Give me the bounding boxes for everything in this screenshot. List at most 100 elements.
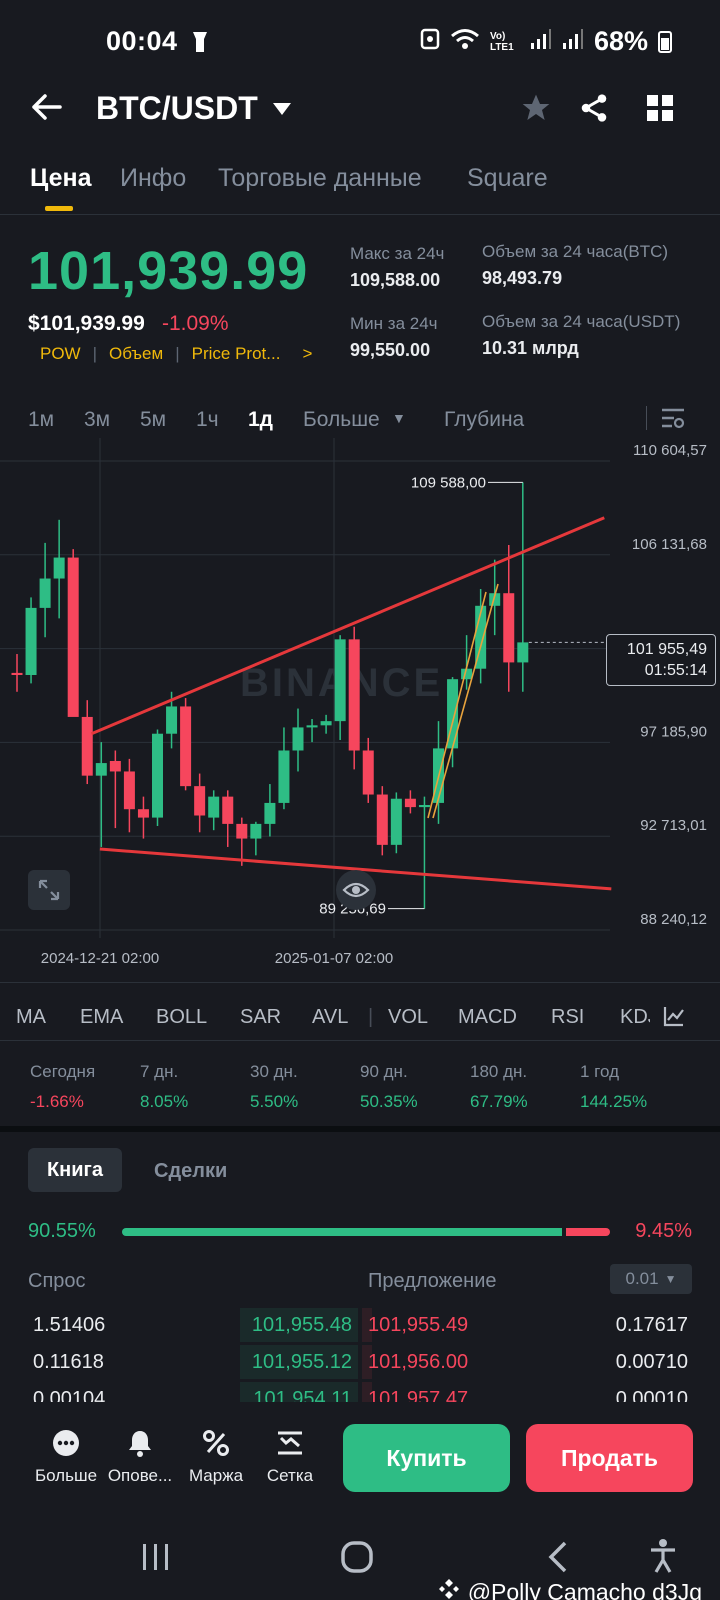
bid-price[interactable]: 101,955.48 (251, 1314, 352, 1336)
trendline-lower (99, 847, 612, 891)
user-watermark: @Polly Camacho d3Jg (438, 1578, 702, 1600)
ind-ma[interactable]: MA (16, 1006, 46, 1028)
star-icon[interactable] (520, 92, 552, 129)
chevron-right-icon[interactable]: > (302, 344, 313, 363)
tag-price-protection[interactable]: Price Prot... (191, 344, 281, 363)
price-step-value: 0.01 (625, 1269, 659, 1288)
x-axis-label: 2024-12-21 02:00 (41, 950, 159, 967)
chevron-down-icon[interactable]: ▼ (392, 410, 406, 426)
perf-label: 1 год (580, 1062, 620, 1081)
grid-bot-icon (250, 1426, 330, 1460)
grid-layout-icon[interactable] (646, 94, 674, 127)
tag-volume[interactable]: Объем (109, 344, 164, 363)
network-label: Vo) LTE1 (489, 30, 514, 53)
tf-1d[interactable]: 1д (248, 408, 274, 431)
ind-ema[interactable]: EMA (80, 1006, 124, 1028)
candle-body (404, 798, 416, 808)
ind-macd[interactable]: MACD (458, 1006, 517, 1028)
candle-body (292, 727, 304, 751)
bid-qty: 1.51406 (33, 1314, 106, 1336)
eye-icon[interactable] (336, 870, 376, 910)
tf-more[interactable]: Больше (303, 408, 380, 431)
chart-settings-icon[interactable] (660, 406, 686, 435)
candle-body (264, 802, 276, 824)
tab-price[interactable]: Цена (30, 164, 92, 192)
candle-body (517, 642, 529, 663)
vol-usdt-value: 10.31 млрд (482, 338, 579, 358)
tf-3m[interactable]: 3м (84, 408, 111, 431)
ind-vol[interactable]: VOL (388, 1006, 429, 1028)
candle-body (222, 796, 234, 824)
tab-trading-data[interactable]: Торговые данные (218, 164, 422, 192)
usd-price: $101,939.99 (28, 312, 145, 335)
tf-1h[interactable]: 1ч (196, 408, 219, 431)
margin-button[interactable]: Маржа (176, 1426, 256, 1486)
perf-value: 5.50% (250, 1092, 299, 1111)
share-icon[interactable] (578, 92, 610, 129)
tf-1m[interactable]: 1м (28, 408, 55, 431)
back-arrow-icon[interactable] (30, 92, 62, 127)
buy-button[interactable]: Купить (343, 1424, 510, 1492)
more-label: Больше (34, 1466, 98, 1485)
price-step-select[interactable]: 0.01 ▼ (610, 1264, 692, 1294)
price-change: -1.09% (162, 312, 229, 335)
ask-price[interactable]: 101,956.00 (368, 1351, 469, 1373)
candle-body (503, 593, 515, 663)
watermark-text: @Polly Camacho d3Jg (467, 1578, 702, 1600)
chart-bottom-divider (0, 982, 720, 983)
candle-body (95, 763, 107, 776)
indicator-divider (0, 1040, 720, 1041)
candle-body (447, 679, 459, 749)
tag-pow[interactable]: POW (40, 344, 81, 363)
bid-price[interactable]: 101,955.12 (251, 1351, 352, 1373)
more-button[interactable]: Больше (26, 1426, 106, 1486)
flashlight-icon (190, 30, 210, 59)
tab-info[interactable]: Инфо (120, 164, 187, 192)
candle-body (278, 750, 290, 803)
candle-body (306, 725, 318, 728)
perf-label: 7 дн. (140, 1062, 179, 1081)
y-axis-label: 106 131,68 (632, 536, 707, 553)
order-book-row[interactable]: 0.11618 101,955.12 101,956.00 0.00710 (0, 1343, 720, 1380)
home-icon[interactable] (340, 1540, 374, 1579)
tf-depth[interactable]: Глубина (444, 408, 525, 431)
back-nav-icon[interactable] (548, 1540, 568, 1579)
alerts-label: Опове... (107, 1466, 173, 1485)
sell-button[interactable]: Продать (526, 1424, 693, 1492)
candle-body (109, 760, 121, 772)
tab-order-book[interactable]: Книга (28, 1148, 122, 1192)
pair-title[interactable]: BTC/USDT (96, 90, 258, 126)
indicator-settings-icon[interactable] (662, 1004, 686, 1033)
tab-trades[interactable]: Сделки (154, 1160, 228, 1182)
ind-sar[interactable]: SAR (240, 1006, 282, 1028)
candle-body (25, 607, 37, 675)
signal-icon-2 (562, 26, 584, 57)
ind-avl[interactable]: AVL (312, 1006, 349, 1028)
ask-ratio: 9.45% (635, 1220, 692, 1242)
ask-depth-bar (362, 1382, 372, 1416)
order-book-row[interactable]: 1.51406 101,955.48 101,955.49 0.17617 (0, 1306, 720, 1343)
ask-price[interactable]: 101,955.49 (368, 1314, 469, 1336)
tab-square[interactable]: Square (467, 164, 548, 192)
accessibility-icon[interactable] (648, 1538, 678, 1579)
recent-apps-icon[interactable] (140, 1542, 172, 1577)
last-price: 101,939.99 (28, 241, 309, 301)
tf-5m[interactable]: 5м (140, 408, 167, 431)
grid-button[interactable]: Сетка (250, 1426, 330, 1486)
bid-ratio-bar (122, 1228, 562, 1236)
ind-boll[interactable]: BOLL (156, 1006, 208, 1028)
candle-body (489, 593, 501, 606)
chevron-down-icon[interactable] (272, 102, 292, 121)
vol-btc-label: Объем за 24 часа(BTC) (482, 242, 669, 261)
candle-body (334, 639, 346, 722)
ind-rsi[interactable]: RSI (551, 1006, 585, 1028)
bid-depth-bar (240, 1308, 358, 1342)
expand-icon[interactable] (28, 870, 70, 910)
percent-icon (176, 1426, 256, 1460)
perf-label: 30 дн. (250, 1062, 298, 1081)
y-axis-label: 110 604,57 (633, 442, 707, 459)
ind-kdj[interactable]: KDJ (620, 1006, 650, 1028)
alerts-button[interactable]: Опове... (100, 1426, 180, 1486)
